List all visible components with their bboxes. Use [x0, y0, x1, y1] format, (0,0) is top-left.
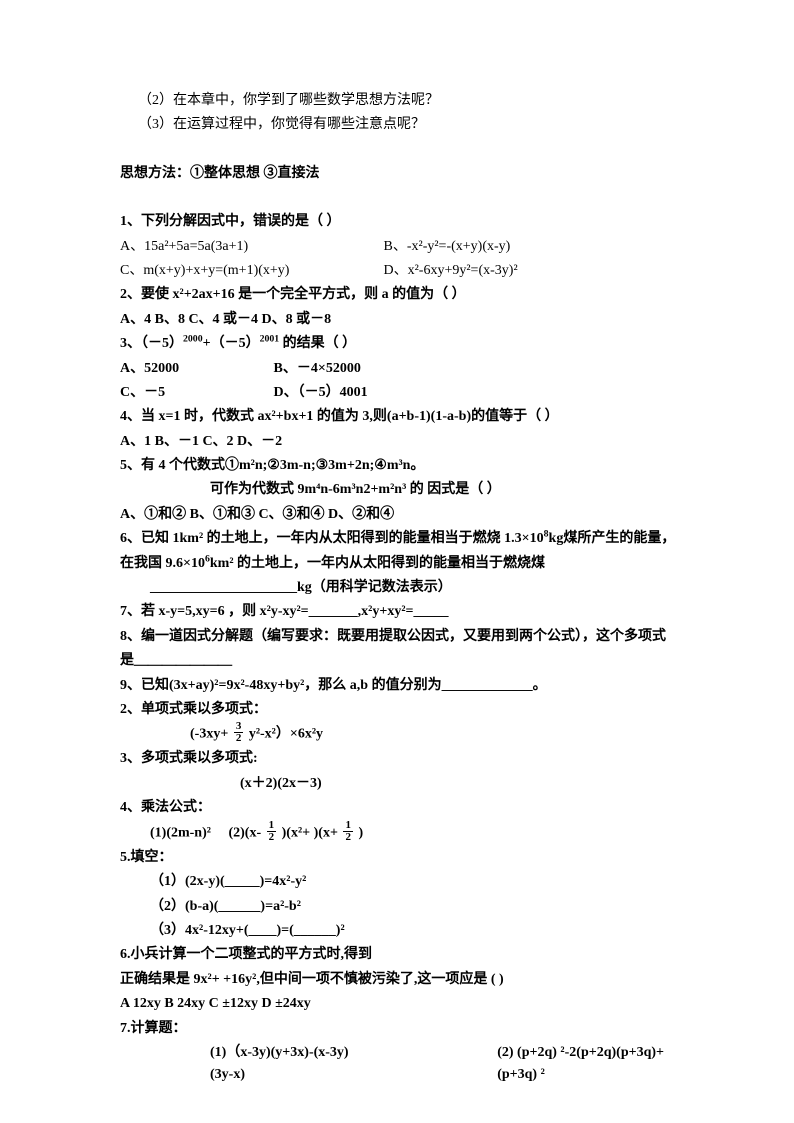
q3-opt-a: A、52000 — [120, 358, 270, 380]
q8-l1: 8、编一道因式分解题（编写要求：既要用提取公因式，又要用到两个公式），这个多项式 — [120, 626, 679, 648]
p6-opts: A 12xy B 24xy C ±12xy D ±24xy — [120, 993, 679, 1015]
q1-row2: C、m(x+y)+x+y=(m+1)(x+y) D、x²-6xy+9y²=(x-… — [120, 260, 679, 282]
p6-l1: 6.小兵计算一个二项整式的平方式时,得到 — [120, 944, 679, 966]
p2-expr: (-3xy+ 32 y²-x²）×6x²y — [120, 723, 679, 746]
p3-stem: 3、多项式乘以多项式: — [120, 748, 679, 770]
q6-l1: 6、已知 1km² 的土地上，一年内从太阳得到的能量相当于燃烧 1.3×108k… — [120, 528, 679, 550]
intro-line-2: （2）在本章中，你学到了哪些数学思想方法呢？ — [120, 90, 679, 112]
p5-l2: （2）(b-a)(______)=a²-b² — [120, 896, 679, 918]
method-heading: 思想方法：①整体思想 ③直接法 — [120, 163, 679, 185]
q1-stem: 1、下列分解因式中，错误的是（ ） — [120, 211, 679, 233]
p7-b: (2) (p+2q) ²-2(p+2q)(p+3q)+(p+3q) ² — [497, 1042, 679, 1087]
q2-opts: A、4 B、8 C、4 或－4 D、8 或－8 — [120, 309, 679, 331]
p4-stem: 4、乘法公式： — [120, 797, 679, 819]
q3-stem: 3、（－5）2000+（－5）2001 的结果（ ） — [120, 333, 679, 355]
q1-opt-d: D、x²-6xy+9y²=(x-3y)² — [384, 263, 518, 278]
q1-row1: A、15a²+5a=5a(3a+1) B、-x²-y²=-(x+y)(x-y) — [120, 236, 679, 258]
q8-l2: 是＿＿＿＿＿＿＿ — [120, 650, 679, 672]
p7-a: (1)（x-3y)(y+3x)-(x-3y)(3y-x) — [120, 1042, 357, 1087]
q3-opt-d: D、（－5）4001 — [274, 385, 368, 400]
p5-stem: 5.填空： — [120, 847, 679, 869]
fraction-icon: 12 — [343, 820, 353, 843]
q5-stem: 5、有 4 个代数式①m²n;②3m-n;③3m+2n;④m³n。 — [120, 455, 679, 477]
q5-sub: 可作为代数式 9m⁴n-6m³n2+m²n³ 的 因式是（ ） — [120, 479, 679, 501]
p7-stem: 7.计算题： — [120, 1018, 679, 1040]
q3-row2: C、－5 D、（－5）4001 — [120, 382, 679, 404]
q4-opts: A、1 B、－1 C、2 D、－2 — [120, 431, 679, 453]
p6-l2: 正确结果是 9x²+ +16y²,但中间一项不慎被污染了,这一项应是 ( ) — [120, 969, 679, 991]
q3-opt-b: B、－4×52000 — [274, 361, 361, 376]
fraction-icon: 12 — [267, 820, 277, 843]
fraction-icon: 32 — [234, 721, 244, 744]
p4-expr: (1)(2m-n)² (2)(x- 12 )(x²+ )(x+ 12 ) — [120, 822, 679, 845]
q4-stem: 4、当 x=1 时，代数式 ax²+bx+1 的值为 3,则(a+b-1)(1-… — [120, 406, 679, 428]
q1-opt-b: B、-x²-y²=-(x+y)(x-y) — [384, 239, 511, 254]
q9: 9、已知(3x+ay)²=9x²-48xy+by²，那么 a,b 的值分别为__… — [120, 675, 679, 697]
p5-l3: （3）4x²-12xy+(____)=(______)² — [120, 920, 679, 942]
q3-row1: A、52000 B、－4×52000 — [120, 358, 679, 380]
intro-line-3: （3）在运算过程中，你觉得有哪些注意点呢？ — [120, 114, 679, 136]
p5-l1: （1）(2x-y)(_____)=4x²-y² — [120, 871, 679, 893]
q1-opt-a: A、15a²+5a=5a(3a+1) — [120, 236, 380, 258]
p2-stem: 2、单项式乘以多项式： — [120, 699, 679, 721]
q5-opts: A、①和② B、①和③ C、③和④ D、②和④ — [120, 504, 679, 526]
q2-stem: 2、要使 x²+2ax+16 是一个完全平方式，则 a 的值为（ ） — [120, 284, 679, 306]
p3-expr: (x＋2)(2x－3) — [120, 773, 679, 795]
p7-row: (1)（x-3y)(y+3x)-(x-3y)(3y-x) (2) (p+2q) … — [120, 1042, 679, 1087]
q1-opt-c: C、m(x+y)+x+y=(m+1)(x+y) — [120, 260, 380, 282]
q6-l3: _____________________kg（用科学记数法表示） — [120, 577, 679, 599]
q3-opt-c: C、－5 — [120, 382, 270, 404]
q7: 7、若 x-y=5,xy=6 ，则 x²y-xy²=_______,x²y+xy… — [120, 601, 679, 623]
q6-l2: 在我国 9.6×106km² 的土地上，一年内从太阳得到的能量相当于燃烧煤 — [120, 553, 679, 575]
